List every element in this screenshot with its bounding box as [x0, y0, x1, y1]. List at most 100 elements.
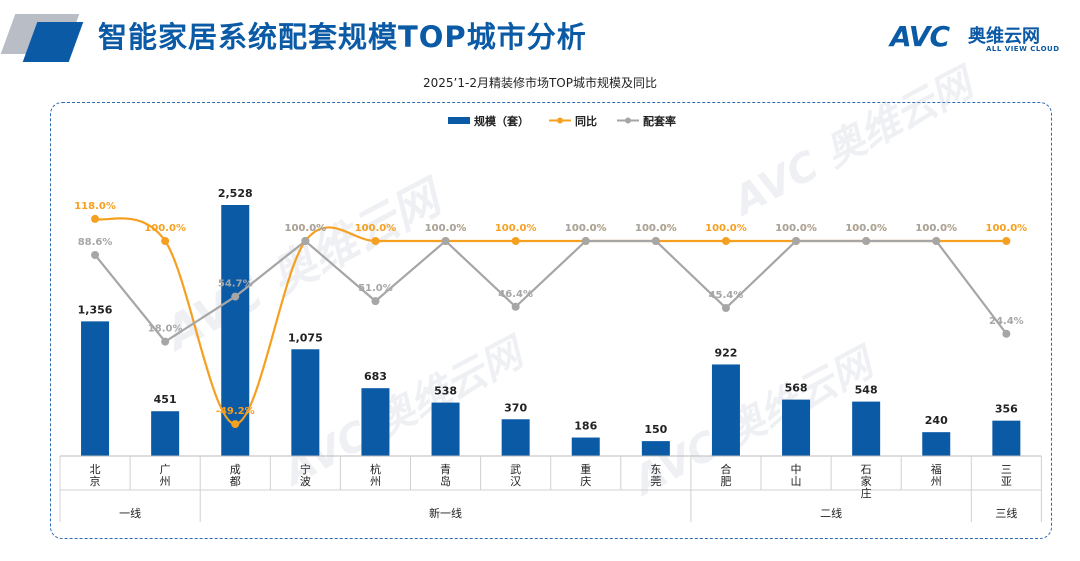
logo-avc-text: AVC [890, 20, 950, 53]
bar-data-label: 922 [714, 346, 737, 359]
bar-data-label: 2,528 [218, 187, 253, 200]
series-point [581, 237, 590, 245]
x-tick-label: 成 [230, 463, 241, 476]
series-data-label: 100.0% [845, 223, 887, 234]
chart-title: 2025’1-2月精装修市场TOP城市规模及同比 [423, 76, 657, 90]
series-point [932, 237, 941, 245]
legend-label-1: 同比 [575, 114, 597, 128]
bar-data-label: 186 [574, 420, 597, 433]
bar [571, 437, 600, 456]
bar-data-label: 1,075 [288, 331, 323, 344]
header-bar: 智能家居系统配套规模TOP城市分析 AVC 奥维云网 ALL VIEW CLOU… [0, 0, 1080, 72]
series-data-label: 100.0% [986, 223, 1028, 234]
bar-data-label: 538 [434, 385, 457, 398]
bar-data-label: 451 [154, 393, 177, 406]
x-tick-label: 北 [90, 463, 101, 476]
bar [922, 432, 951, 456]
avc-logo: AVC 奥维云网 ALL VIEW CLOUD [890, 18, 1070, 58]
series-point [862, 237, 871, 245]
bar [151, 411, 180, 456]
series-point [651, 237, 660, 245]
series-point [301, 237, 310, 245]
x-tick-label: 广 [160, 463, 171, 476]
group-label: 一线 [119, 506, 141, 520]
bar [641, 441, 670, 456]
series-point [441, 237, 450, 245]
series-point [371, 297, 380, 306]
legend-swatch-bar [448, 117, 470, 124]
series-point [161, 337, 170, 346]
x-tick-label: 庄 [861, 486, 872, 500]
group-label: 三线 [995, 506, 1017, 520]
series-data-label: 118.0% [74, 201, 116, 212]
series-data-label: -49.2% [216, 406, 255, 417]
logo-english-text: ALL VIEW CLOUD [986, 45, 1060, 53]
x-tick-label: 肥 [720, 475, 731, 488]
bar [361, 388, 390, 456]
bar-data-label: 1,356 [78, 303, 113, 316]
x-tick-label: 杭 [370, 462, 381, 476]
x-tick-label: 岛 [440, 474, 451, 488]
bar [711, 364, 740, 456]
x-tick-label: 青 [440, 463, 451, 476]
x-tick-label: 宁 [300, 462, 311, 476]
series-data-label: 100.0% [635, 223, 677, 234]
series-data-label: 100.0% [775, 223, 817, 234]
series-data-label: 100.0% [915, 223, 957, 234]
x-tick-label: 汉 [510, 475, 521, 488]
series-data-label: 100.0% [635, 223, 677, 234]
bar [782, 399, 811, 456]
bar-data-label: 240 [925, 414, 948, 427]
x-tick-label: 合 [720, 462, 731, 476]
x-tick-label: 州 [931, 475, 942, 488]
x-tick-label: 重 [580, 462, 591, 476]
series-data-label: 100.0% [565, 223, 607, 234]
series-point [511, 302, 520, 311]
series-data-label: 100.0% [705, 223, 747, 234]
series-data-label: 100.0% [285, 223, 327, 234]
bar [992, 420, 1021, 456]
x-tick-label: 亚 [1001, 475, 1012, 488]
x-tick-label: 家 [861, 474, 872, 488]
group-label: 二线 [820, 506, 842, 520]
bar [221, 205, 250, 456]
bar [501, 419, 530, 456]
x-tick-label: 山 [791, 475, 802, 488]
series-point [231, 420, 240, 429]
series-data-label: 100.0% [495, 223, 537, 234]
series-data-label: 100.0% [915, 223, 957, 234]
x-tick-label: 庆 [580, 474, 591, 488]
bar-data-label: 548 [855, 384, 878, 397]
x-tick-label: 东 [650, 463, 661, 476]
legend-label-2: 配套率 [643, 114, 676, 128]
x-tick-label: 都 [230, 475, 241, 488]
series-data-label: 88.6% [78, 237, 113, 248]
series-data-label: 51.0% [358, 283, 393, 294]
legend-label-0: 规模（套） [474, 114, 529, 128]
x-tick-label: 州 [160, 475, 171, 488]
bar [852, 401, 881, 456]
series-data-label: 100.0% [425, 223, 467, 234]
x-tick-label: 三 [1001, 463, 1012, 476]
series-point [511, 237, 520, 245]
x-tick-label: 福 [931, 462, 942, 476]
chart-frame [50, 102, 1052, 539]
x-tick-label: 波 [300, 475, 311, 488]
series-point [91, 214, 100, 223]
bar-data-label: 683 [364, 370, 387, 383]
series-data-label: 45.4% [709, 290, 744, 301]
legend-swatch-marker [625, 117, 631, 124]
series-line-rate [94, 239, 1008, 344]
page-title: 智能家居系统配套规模TOP城市分析 [98, 20, 587, 54]
series-data-label: 100.0% [144, 223, 186, 234]
bar [291, 349, 320, 456]
series-data-label: 100.0% [425, 223, 467, 234]
bar-data-label: 356 [995, 403, 1018, 416]
bar [81, 321, 110, 456]
series-data-label: 100.0% [775, 223, 817, 234]
bar-data-label: 568 [785, 382, 808, 395]
bar-data-label: 370 [504, 401, 527, 414]
series-point [371, 237, 380, 245]
x-tick-label: 州 [370, 475, 381, 488]
bar [431, 402, 460, 456]
